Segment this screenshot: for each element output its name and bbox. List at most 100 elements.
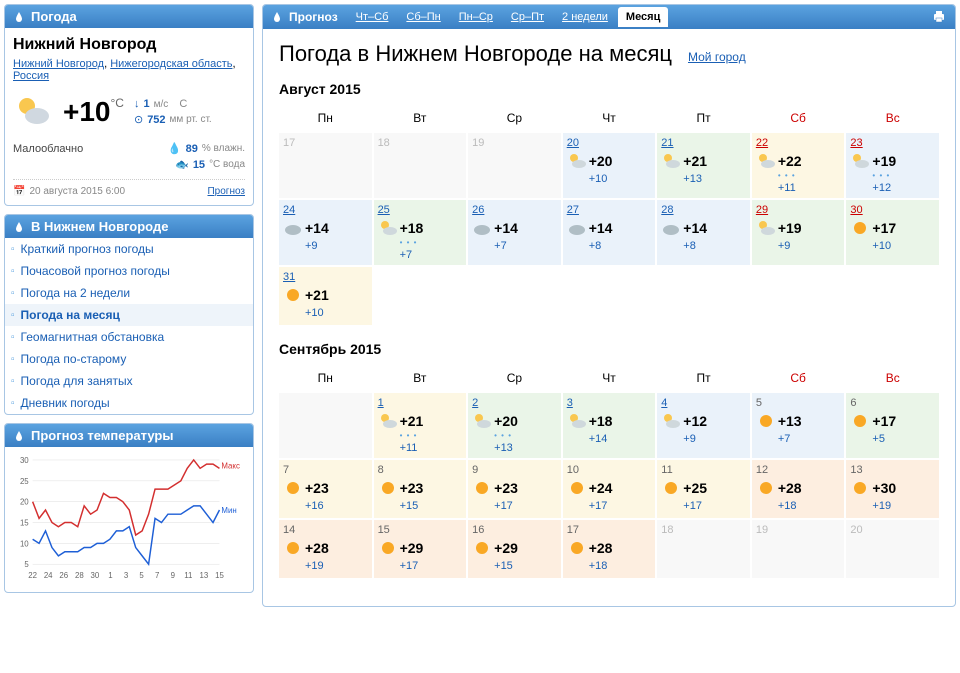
calendar-cell[interactable]: 14+28+19 [279,520,372,578]
calendar-date[interactable]: 21 [661,137,673,149]
svg-text:15: 15 [20,518,29,527]
nav-link[interactable]: Геомагнитная обстановка [21,330,165,344]
calendar-date: 19 [472,137,484,149]
forecast-tab[interactable]: Сб–Пн [398,7,448,27]
temp-high: +28 [778,480,802,496]
calendar-date: 17 [567,524,579,536]
calendar-date: 8 [378,464,384,476]
temp-low: +5 [872,433,935,445]
forecast-link[interactable]: Прогноз [207,186,245,197]
calendar-date[interactable]: 25 [378,204,390,216]
nav-item[interactable]: ▫ Геомагнитная обстановка [5,326,253,348]
calendar-date[interactable]: 28 [661,204,673,216]
forecast-panel: Прогноз Чт–СбСб–ПнПн–СрСр–Пт2 неделиМеся… [262,4,956,607]
partly-icon [567,151,587,171]
calendar-cell[interactable]: 5+13+7 [752,393,845,458]
calendar-cell[interactable]: 29+19+9 [752,200,845,265]
partly-icon [850,151,870,171]
humidity-icon: 💧 [168,142,182,155]
nav-link[interactable]: Погода по-старому [21,352,127,366]
temp-high: +17 [872,220,896,236]
calendar-cell[interactable]: 16+29+15 [468,520,561,578]
calendar-cell[interactable]: 21+21+13 [657,133,750,198]
nav-link[interactable]: Погода на 2 недели [21,286,131,300]
nav-link[interactable]: Почасовой прогноз погоды [21,264,170,278]
calendar-cell[interactable]: 28+14+8 [657,200,750,265]
calendar-cell[interactable]: 1+21• • •+11 [374,393,467,458]
bullet-icon: ▫ [11,332,15,343]
nav-item[interactable]: ▫ Погода на месяц [5,304,253,326]
calendar-cell[interactable]: 6+17+5 [846,393,939,458]
drop-icon [13,221,25,233]
my-city-link[interactable]: Мой город [688,50,746,64]
temp-low: +11 [400,442,463,454]
nav-link[interactable]: Краткий прогноз погоды [21,242,154,256]
nav-link[interactable]: Погода для занятых [21,374,133,388]
nav-item[interactable]: ▫Погода для занятых [5,370,253,392]
nav-item[interactable]: ▫Погода на 2 недели [5,282,253,304]
calendar-cell[interactable]: 22+22• • •+11 [752,133,845,198]
calendar-cell[interactable]: 8+23+15 [374,460,467,518]
sun-icon [756,478,776,498]
calendar-cell[interactable]: 25+18• • •+7 [374,200,467,265]
nav-item[interactable]: ▫Дневник погоды [5,392,253,414]
calendar-cell[interactable]: 2+20• • •+13 [468,393,561,458]
calendar-cell[interactable]: 26+14+7 [468,200,561,265]
calendar-date[interactable]: 4 [661,397,667,409]
print-icon[interactable] [931,8,947,27]
calendar-date[interactable]: 31 [283,271,295,283]
temp-high: +30 [872,480,896,496]
bullet-icon: ▫ [11,310,15,321]
calendar-date[interactable]: 22 [756,137,768,149]
cloud-icon [283,218,303,238]
calendar-cell[interactable]: 11+25+17 [657,460,750,518]
calendar-date[interactable]: 2 [472,397,478,409]
calendar-cell[interactable]: 24+14+9 [279,200,372,265]
calendar-cell: 19 [468,133,561,198]
calendar-date[interactable]: 23 [850,137,862,149]
calendar-cell[interactable]: 7+23+16 [279,460,372,518]
svg-text:13: 13 [200,571,209,580]
nav-link[interactable]: Погода на месяц [21,308,120,322]
nav-item[interactable]: ▫Погода по-старому [5,348,253,370]
country-link[interactable]: Россия [13,70,49,82]
calendar-cell[interactable]: 31+21+10 [279,267,372,325]
calendar-date[interactable]: 24 [283,204,295,216]
calendar-cell[interactable]: 17+28+18 [563,520,656,578]
calendar-date[interactable]: 30 [850,204,862,216]
calendar-cell[interactable]: 10+24+17 [563,460,656,518]
chart-panel-header: Прогноз температуры [5,424,253,447]
page-title: Погода в Нижнем Новгороде на месяц [279,41,672,67]
forecast-tab[interactable]: 2 недели [554,7,616,27]
calendar-cell[interactable]: 20+20+10 [563,133,656,198]
calendar-date[interactable]: 29 [756,204,768,216]
nav-link[interactable]: Дневник погоды [21,396,110,410]
calendar-date[interactable]: 26 [472,204,484,216]
calendar-cell[interactable]: 12+28+18 [752,460,845,518]
calendar-cell[interactable]: 23+19• • •+12 [846,133,939,198]
calendar-date[interactable]: 1 [378,397,384,409]
svg-text:Мин: Мин [221,506,236,515]
calendar-cell[interactable]: 13+30+19 [846,460,939,518]
forecast-tab[interactable]: Ср–Пт [503,7,552,27]
calendar-cell[interactable]: 3+18+14 [563,393,656,458]
nav-item[interactable]: ▫Краткий прогноз погоды [5,238,253,260]
calendar-cell[interactable]: 9+23+17 [468,460,561,518]
calendar-day-header: Ср [468,365,561,391]
calendar-date[interactable]: 3 [567,397,573,409]
calendar-cell[interactable]: 15+29+17 [374,520,467,578]
nav-item[interactable]: ▫Почасовой прогноз погоды [5,260,253,282]
cloud-icon [661,218,681,238]
region-link[interactable]: Нижегородская область [110,58,232,70]
calendar-date[interactable]: 27 [567,204,579,216]
calendar-date[interactable]: 20 [567,137,579,149]
forecast-tab[interactable]: Чт–Сб [348,7,397,27]
calendar-cell[interactable]: 27+14+8 [563,200,656,265]
calendar-day-header: Пт [657,365,750,391]
calendar-cell[interactable]: 30+17+10 [846,200,939,265]
calendar-cell[interactable]: 4+12+9 [657,393,750,458]
forecast-tab[interactable]: Пн–Ср [451,7,501,27]
temp-low: +17 [400,560,463,572]
forecast-tab[interactable]: Месяц [618,7,668,27]
city-link[interactable]: Нижний Новгород [13,58,104,70]
